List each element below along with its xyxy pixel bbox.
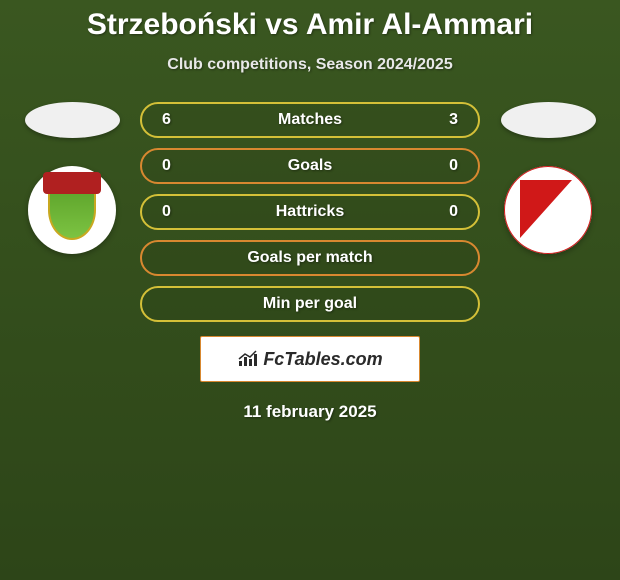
subtitle: Club competitions, Season 2024/2025 [167,56,452,74]
right-club-badge [504,166,592,254]
right-player-column [498,102,598,254]
stat-row-goals-per-match: Goals per match [140,240,480,276]
stat-label: Hattricks [202,203,418,221]
stat-left-value: 0 [162,203,202,221]
stat-label: Matches [202,111,418,129]
stat-label: Min per goal [162,295,458,313]
stat-row-goals: 0Goals0 [140,148,480,184]
stat-row-min-per-goal: Min per goal [140,286,480,322]
stat-left-value: 0 [162,157,202,175]
stat-row-hattricks: 0Hattricks0 [140,194,480,230]
stat-right-value: 0 [418,203,458,221]
stat-right-value: 3 [418,111,458,129]
stat-left-value: 6 [162,111,202,129]
left-player-avatar [25,102,120,138]
comparison-card: Strzeboński vs Amir Al-Ammari Club compe… [0,0,620,422]
date-line: 11 february 2025 [243,402,376,422]
content-row: 6Matches30Goals00Hattricks0Goals per mat… [0,102,620,322]
fctables-attribution[interactable]: FcTables.com [200,336,420,382]
right-player-avatar [501,102,596,138]
chart-icon [237,350,259,368]
stat-right-value: 0 [418,157,458,175]
fctables-label: FcTables.com [263,349,382,370]
left-player-column [22,102,122,254]
stats-column: 6Matches30Goals00Hattricks0Goals per mat… [140,102,480,322]
stat-row-matches: 6Matches3 [140,102,480,138]
page-title: Strzeboński vs Amir Al-Ammari [87,8,533,42]
stat-label: Goals per match [162,249,458,267]
left-club-badge [28,166,116,254]
stat-label: Goals [202,157,418,175]
